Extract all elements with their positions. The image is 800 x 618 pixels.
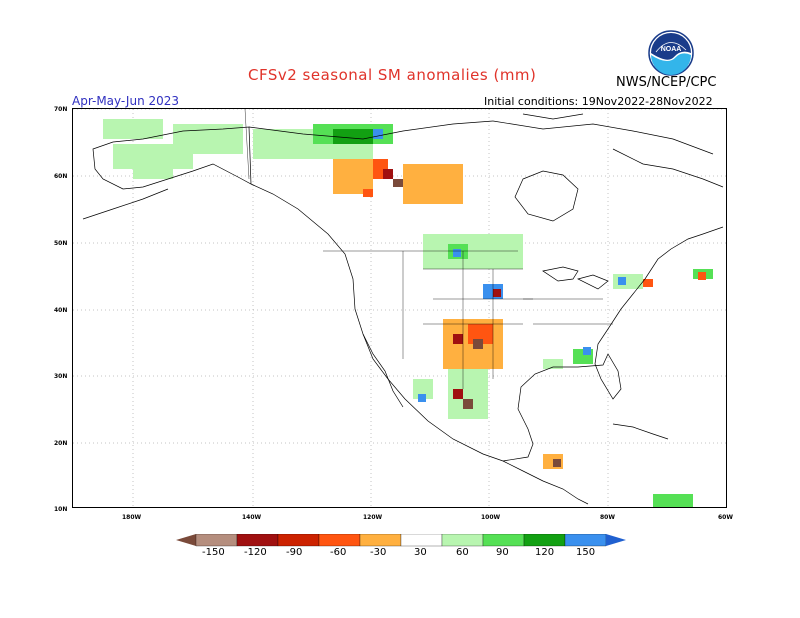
colorbar-swatch (523, 533, 566, 547)
svg-text:NOAA: NOAA (661, 46, 682, 53)
colorbar-swatch (482, 533, 525, 547)
legend-label: -120 (244, 547, 267, 558)
colorbar-swatch (176, 534, 196, 546)
colorbar-swatches (176, 533, 626, 547)
legend-label: -30 (370, 547, 387, 558)
coastlines (82, 113, 724, 505)
noaa-logo: NOAA (648, 30, 694, 76)
colorbar-swatch (195, 533, 238, 547)
anomaly-cell (418, 394, 426, 402)
anomaly-cell (133, 169, 173, 179)
anomaly-cell (543, 359, 563, 369)
lat-label-70n: 70N (54, 106, 68, 113)
anomaly-cell (103, 119, 163, 139)
lat-label-10n: 10N (54, 506, 68, 513)
legend-label: -60 (330, 547, 347, 558)
anomaly-map (73, 109, 726, 507)
anomaly-cell (473, 339, 483, 349)
legend-label: 60 (456, 547, 469, 558)
lat-label-60n: 60N (54, 173, 68, 180)
anomaly-cell (453, 389, 463, 399)
anomaly-cell (453, 334, 463, 344)
anomaly-cell (653, 494, 693, 507)
lat-label-30n: 30N (54, 373, 68, 380)
anomaly-cell (333, 159, 373, 194)
map-title: CFSv2 seasonal SM anomalies (mm) (248, 66, 537, 84)
lon-label-100w: 100W (481, 514, 501, 521)
legend-label: 30 (414, 547, 427, 558)
anomaly-cell (463, 399, 473, 409)
anomaly-cell (363, 189, 373, 197)
colorbar-legend (176, 533, 628, 568)
colorbar-swatch (400, 533, 443, 547)
anomaly-cell (698, 272, 706, 280)
colorbar-swatch (277, 533, 320, 547)
anomaly-cell (393, 179, 403, 187)
lon-label-80w: 80W (600, 514, 615, 521)
legend-label: 120 (535, 547, 555, 558)
colorbar-swatch (441, 533, 484, 547)
anomaly-cells (103, 119, 713, 507)
lon-label-120w: 120W (363, 514, 383, 521)
state-borders (244, 109, 613, 389)
legend-label: -90 (286, 547, 303, 558)
lat-label-40n: 40N (54, 307, 68, 314)
graticule (73, 109, 726, 507)
anomaly-cell (173, 124, 243, 154)
colorbar-swatch (359, 533, 402, 547)
season-label: Apr-May-Jun 2023 (72, 94, 180, 108)
agency-label: NWS/NCEP/CPC (616, 75, 717, 90)
lat-label-50n: 50N (54, 240, 68, 247)
anomaly-cell (583, 347, 591, 355)
anomaly-cell (618, 277, 626, 285)
lon-label-60w: 60W (718, 514, 733, 521)
lon-label-180w: 180W (122, 514, 142, 521)
lat-label-20n: 20N (54, 440, 68, 447)
anomaly-cell (423, 234, 523, 269)
anomaly-cell (403, 164, 463, 204)
anomaly-cell (553, 459, 561, 467)
colorbar-swatch (318, 533, 361, 547)
lon-label-140w: 140W (242, 514, 262, 521)
colorbar-swatch (564, 533, 607, 547)
initial-conditions-label: Initial conditions: 19Nov2022-28Nov2022 (484, 95, 713, 108)
map-panel (72, 108, 727, 508)
legend-label: -150 (202, 547, 225, 558)
colorbar-swatch (606, 534, 626, 546)
anomaly-cell (493, 289, 501, 297)
anomaly-cell (453, 249, 461, 257)
legend-label: 150 (576, 547, 596, 558)
legend-label: 90 (496, 547, 509, 558)
anomaly-cell (643, 279, 653, 287)
anomaly-cell (383, 169, 393, 179)
anomaly-cell (333, 129, 373, 144)
anomaly-cell (373, 129, 383, 139)
colorbar-swatch (236, 533, 279, 547)
